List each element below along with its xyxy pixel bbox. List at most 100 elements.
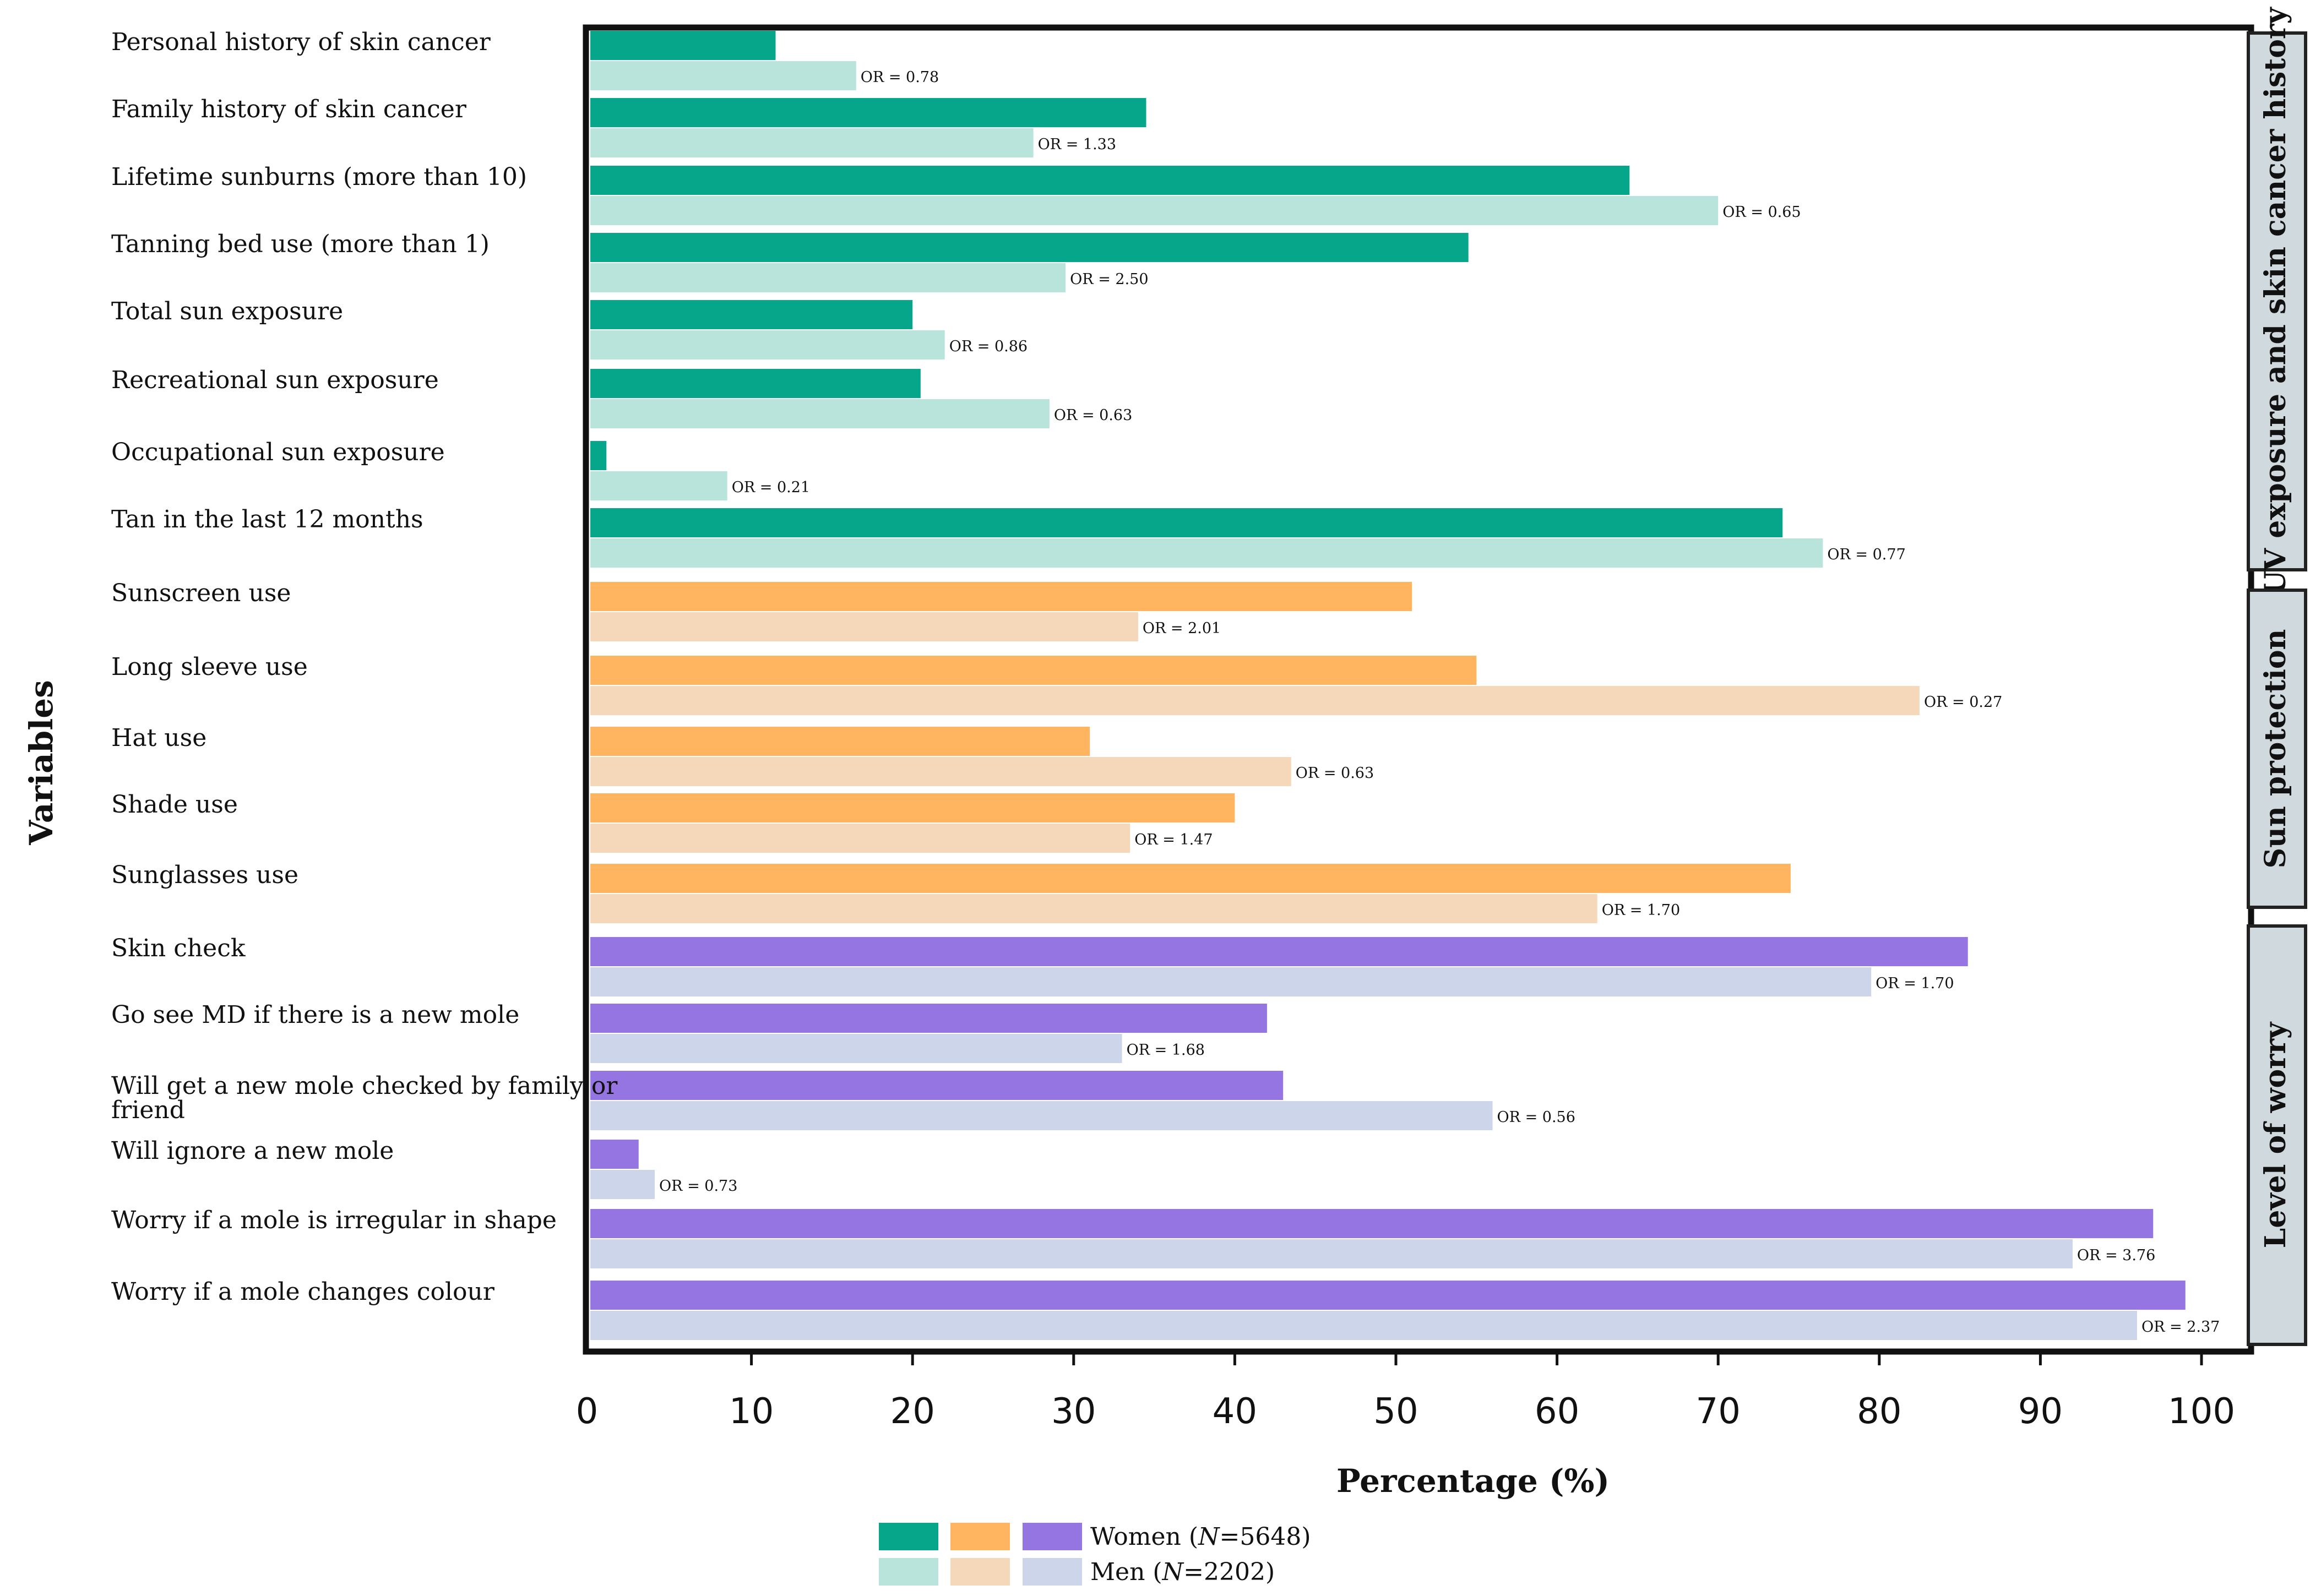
bar-women: [590, 1209, 2154, 1238]
bar-women: [590, 369, 921, 398]
bar-men: [590, 330, 945, 359]
variable-label: Long sleeve use: [111, 653, 308, 681]
variable-label: Tan in the last 12 months: [111, 505, 423, 533]
variable-label: Will ignore a new mole: [111, 1137, 394, 1165]
group-title: UV exposure and skin cancer history: [2259, 7, 2292, 596]
x-tick-label: 100: [2168, 1391, 2235, 1432]
odds-ratio-label: OR = 0.27: [1924, 694, 2002, 711]
variable-label: Skin check: [111, 934, 246, 962]
legend-label-women: Women (N=5648): [1090, 1523, 1311, 1551]
variable-label: Worry if a mole is irregular in shape: [111, 1206, 557, 1234]
bar-women: [590, 1004, 1267, 1033]
bar-women: [590, 793, 1235, 822]
x-tick-label: 90: [2018, 1391, 2063, 1432]
bar-women: [590, 1071, 1284, 1100]
x-tick-label: 0: [576, 1391, 599, 1432]
legend-swatch-women: [950, 1523, 1010, 1550]
odds-ratio-label: OR = 1.47: [1134, 831, 1213, 848]
bar-men: [590, 1101, 1493, 1130]
bar-men: [590, 1239, 2073, 1268]
bar-men: [590, 471, 727, 500]
variable-label: Personal history of skin cancer: [111, 28, 491, 56]
bar-men: [590, 757, 1291, 786]
x-tick-label: 20: [890, 1391, 934, 1432]
group-panels: UV exposure and skin cancer history Sun p…: [2247, 7, 2307, 1346]
bar-women: [590, 727, 1090, 756]
bar-men: [590, 1311, 2137, 1340]
bar-women: [590, 1281, 2186, 1310]
bar-women: [590, 441, 607, 470]
bar-women: [590, 98, 1146, 127]
odds-ratio-label: OR = 2.50: [1070, 271, 1148, 288]
odds-ratio-label: OR = 0.21: [732, 479, 810, 496]
bar-women: [590, 582, 1412, 611]
group-title: Sun protection: [2259, 629, 2292, 869]
x-axis-ticks: 0 10 20 30 40 50 60 70 80 90 100: [576, 1352, 2235, 1432]
odds-ratio-label: OR = 2.37: [2141, 1319, 2220, 1336]
legend-label-men: Men (N=2202): [1090, 1558, 1275, 1586]
group-title: Level of worry: [2259, 1021, 2292, 1248]
variable-label: Lifetime sunburns (more than 10): [111, 163, 527, 191]
legend-swatch-men: [1023, 1558, 1082, 1586]
y-axis-title: Variables: [23, 680, 60, 846]
group-panel: [2247, 589, 2307, 909]
x-tick-label: 60: [1535, 1391, 1579, 1432]
variable-label: Worry if a mole changes colour: [111, 1278, 495, 1306]
bar-men: [590, 686, 1920, 715]
x-axis-title: Percentage (%): [1336, 1462, 1610, 1500]
odds-ratio-label: OR = 0.77: [1827, 546, 1905, 563]
odds-ratio-label: OR = 0.56: [1497, 1109, 1575, 1126]
variable-label: Shade use: [111, 791, 238, 819]
x-tick-label: 40: [1213, 1391, 1257, 1432]
legend-swatch-men: [879, 1558, 938, 1586]
bar-men: [590, 128, 1034, 157]
variable-label: Sunscreen use: [111, 579, 291, 607]
bar-women: [590, 233, 1469, 262]
legend: Women (N=5648) Men (N=2202): [879, 1523, 1311, 1586]
group-panel: [2247, 924, 2307, 1346]
bars-layer: OR = 0.78 OR = 1.33 OR = 0.65 OR = 2.50 OR =…: [583, 24, 2254, 1355]
odds-ratio-label: OR = 3.76: [2077, 1247, 2155, 1264]
variable-label: Hat use: [111, 724, 206, 752]
bar-men: [590, 967, 1872, 996]
odds-ratio-label: OR = 0.65: [1722, 204, 1801, 221]
odds-ratio-label: OR = 0.78: [861, 69, 939, 86]
bar-women: [590, 508, 1783, 537]
variable-label: Family history of skin cancer: [111, 95, 467, 123]
bar-women: [590, 300, 913, 329]
odds-ratio-label: OR = 0.86: [949, 338, 1028, 355]
odds-ratio-label: OR = 0.73: [659, 1178, 737, 1195]
odds-ratio-label: OR = 1.33: [1038, 136, 1116, 153]
x-tick-label: 50: [1373, 1391, 1418, 1432]
bar-men: [590, 263, 1066, 292]
odds-ratio-label: OR = 0.63: [1296, 765, 1374, 782]
odds-ratio-label: OR = 0.63: [1054, 407, 1132, 424]
bar-women: [590, 937, 1968, 966]
bar-men: [590, 824, 1130, 853]
variable-label: Recreational sun exposure: [111, 366, 439, 394]
variable-labels: Personal history of skin cancer Family hi…: [111, 28, 618, 1306]
variable-label: Go see MD if there is a new mole: [111, 1001, 519, 1029]
bar-women: [590, 864, 1791, 893]
legend-swatch-men: [950, 1558, 1010, 1586]
x-tick-label: 70: [1695, 1391, 1740, 1432]
x-tick-label: 10: [729, 1391, 774, 1432]
legend-swatch-women: [879, 1523, 938, 1550]
variable-label: Tanning bed use (more than 1): [111, 230, 490, 258]
bar-women: [590, 656, 1477, 685]
odds-ratio-label: OR = 2.01: [1143, 620, 1221, 637]
variable-label: Sunglasses use: [111, 861, 298, 889]
bar-men: [590, 196, 1719, 225]
bar-men: [590, 894, 1597, 923]
bar-men: [590, 612, 1138, 641]
odds-ratio-label: OR = 1.70: [1602, 902, 1680, 919]
variable-label: Occupational sun exposure: [111, 438, 445, 466]
x-tick-label: 80: [1857, 1391, 1901, 1432]
bar-women: [590, 31, 776, 60]
bar-men: [590, 538, 1823, 568]
bar-men: [590, 1170, 655, 1199]
odds-ratio-label: OR = 1.70: [1876, 975, 1954, 992]
odds-ratio-label: OR = 1.68: [1127, 1042, 1205, 1059]
legend-swatch-women: [1023, 1523, 1082, 1550]
group-panel: [2247, 31, 2307, 571]
